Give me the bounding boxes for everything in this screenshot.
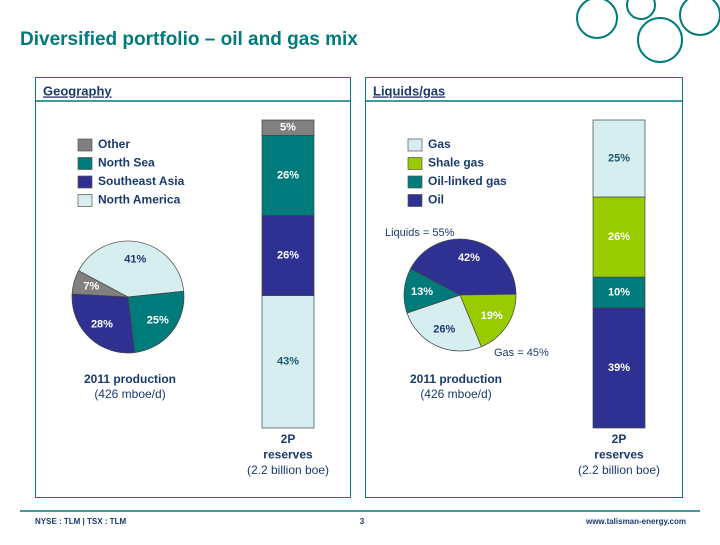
bar-caption: reserves	[263, 448, 313, 462]
slice-label: 13%	[411, 286, 433, 298]
pie-slice	[71, 293, 135, 354]
legend-swatch	[407, 194, 423, 207]
segment-label: 43%	[277, 356, 299, 368]
bar-segment	[592, 119, 646, 198]
icon	[576, 0, 618, 39]
slice-label: 7%	[83, 281, 99, 293]
legend-label: Gas	[428, 137, 451, 151]
page-number: 3	[360, 517, 365, 526]
footer-left: NYSE : TLM | TSX : TLM	[35, 517, 126, 526]
pie-slice	[403, 268, 461, 314]
bar-caption: reserves	[594, 448, 644, 462]
legend-label: North America	[98, 193, 181, 207]
slice-label: 25%	[147, 315, 169, 327]
legend-label: North Sea	[98, 156, 155, 170]
legend-swatch	[407, 138, 423, 152]
logo-icons	[576, 0, 720, 63]
slice-label: 19%	[481, 310, 503, 322]
legend-swatch	[77, 138, 93, 152]
slice-label: 41%	[124, 254, 146, 266]
bar-segment	[261, 135, 315, 216]
pie-slice	[459, 293, 517, 348]
legend-swatch	[407, 157, 423, 170]
bar-caption: (2.2 billion boe)	[247, 463, 329, 477]
segment-label: 26%	[277, 169, 299, 181]
pie-caption: (426 mboe/d)	[420, 387, 491, 401]
segment-label: 39%	[608, 362, 630, 374]
legend-label: Oil	[428, 193, 444, 207]
bar-segment	[592, 276, 646, 309]
legend-swatch	[77, 175, 93, 189]
annotation: Gas = 45%	[494, 347, 549, 359]
pie-slice	[127, 290, 185, 354]
segment-label: 25%	[608, 152, 630, 164]
bar-segment	[261, 295, 315, 429]
icon	[679, 0, 720, 36]
bar-segment	[261, 215, 315, 296]
bar-caption: 2P	[612, 432, 627, 446]
panel-frame	[365, 77, 683, 498]
legend-label: Other	[98, 137, 130, 151]
segment-label: 26%	[277, 249, 299, 261]
slice-label: 28%	[91, 319, 113, 331]
segment-label: 26%	[608, 231, 630, 243]
slice-label: 42%	[458, 252, 480, 264]
bar-segment	[592, 307, 646, 429]
legend-label: Shale gas	[428, 156, 484, 170]
legend-label: Oil-linked gas	[428, 174, 507, 188]
pie-caption: (426 mboe/d)	[94, 387, 165, 401]
legend-label: Southeast Asia	[98, 174, 185, 188]
panel-frame	[35, 77, 351, 498]
footer-right: www.talisman-energy.com	[585, 517, 686, 526]
legend-swatch	[77, 157, 93, 170]
icon	[637, 17, 683, 63]
pie-slice	[410, 238, 517, 296]
bar-segment	[261, 119, 315, 136]
slice-label: 26%	[433, 324, 455, 336]
pie-slice	[78, 240, 185, 298]
panel-heading: Liquids/gas	[373, 83, 445, 98]
legend-swatch	[407, 175, 423, 189]
segment-label: 5%	[280, 122, 296, 134]
pie-caption: 2011 production	[84, 372, 176, 386]
legend-swatch	[77, 194, 93, 207]
segment-label: 10%	[608, 286, 630, 298]
bar-segment	[592, 196, 646, 278]
icon	[626, 0, 656, 20]
panel-heading: Geography	[43, 83, 112, 98]
slide-title: Diversified portfolio – oil and gas mix	[20, 29, 358, 50]
bar-caption: (2.2 billion boe)	[578, 463, 660, 477]
pie-slice	[406, 294, 482, 352]
pie-caption: 2011 production	[410, 372, 502, 386]
annotation: Liquids = 55%	[385, 227, 455, 239]
pie-slice	[71, 270, 129, 298]
bar-caption: 2P	[281, 432, 296, 446]
